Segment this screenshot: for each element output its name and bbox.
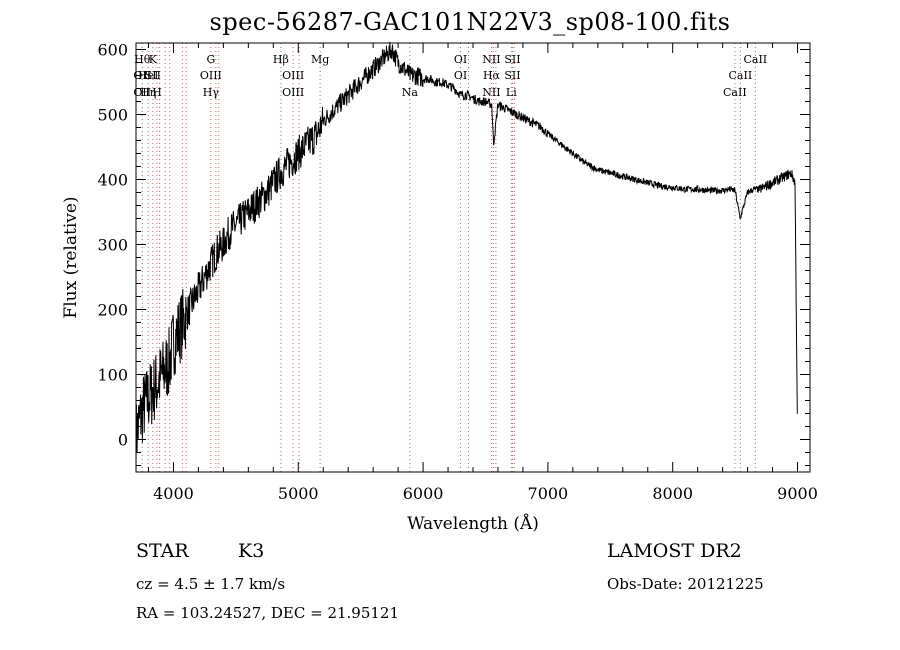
y-tick-label: 200 <box>97 301 128 320</box>
spectral-line-label: NII <box>482 86 500 99</box>
spectral-line-label: Na <box>402 86 419 99</box>
coordinates-label: RA = 103.24527, DEC = 21.95121 <box>136 604 400 622</box>
spectral-line-label: NII <box>482 53 500 66</box>
spectral-line-label: OII <box>133 86 151 99</box>
y-tick-label: 100 <box>97 366 128 385</box>
x-axis-label: Wavelength (Å) <box>407 513 539 534</box>
y-tick-label: 400 <box>97 171 128 190</box>
x-tick-label: 9000 <box>777 484 818 503</box>
spectral-line-label: Li <box>506 86 517 99</box>
x-tick-label: 7000 <box>528 484 569 503</box>
x-tick-label: 4000 <box>153 484 194 503</box>
spectral-line-label: Hα <box>483 69 501 82</box>
y-tick-label: 0 <box>118 431 128 450</box>
obs-date-label: Obs-Date: 20121225 <box>607 575 764 593</box>
spectral-line-label: OIII <box>200 69 222 82</box>
spectrum-series-line <box>135 41 798 466</box>
x-axis-ticks: 4000 5000 6000 7000 8000 9000 <box>147 43 818 503</box>
chart-title: spec-56287-GAC101N22V3_sp08-100.fits <box>209 8 731 36</box>
spectral-line-label: SII <box>504 69 520 82</box>
y-tick-label: 500 <box>97 106 128 125</box>
spectral-line-markers <box>141 43 756 472</box>
spectral-line-label: Hγ <box>203 86 220 99</box>
spectral-line-label: OIII <box>282 86 304 99</box>
subclass-label: K3 <box>238 540 265 562</box>
spectral-line-label: OII <box>133 69 151 82</box>
spectral-line-label: Hη <box>140 86 156 99</box>
spectral-line-label: K <box>149 53 158 66</box>
spectral-line-label: CaII <box>723 86 747 99</box>
survey-label: LAMOST DR2 <box>607 540 742 562</box>
spectral-line-label: SII <box>145 69 161 82</box>
spectral-line-label: CaII <box>729 69 753 82</box>
spectral-line-label: G <box>206 53 215 66</box>
spectral-line-label: OI <box>454 53 467 66</box>
spectral-line-label: OIII <box>282 69 304 82</box>
y-axis-ticks: 0 100 200 300 400 500 600 <box>97 41 810 466</box>
spectral-line-label: OI <box>454 69 467 82</box>
y-tick-label: 600 <box>97 41 128 60</box>
y-tick-label: 300 <box>97 236 128 255</box>
spectral-line-label: Mg <box>311 53 329 66</box>
x-tick-label: 6000 <box>403 484 444 503</box>
class-label: STAR <box>136 540 189 562</box>
spectral-line-label: Hβ <box>273 53 289 66</box>
spectral-line-label: SII <box>504 53 520 66</box>
y-axis-label: Flux (relative) <box>61 196 81 318</box>
spectral-line-label: H <box>152 86 162 99</box>
redshift-label: cz = 4.5 ± 1.7 km/s <box>136 575 286 593</box>
x-tick-label: 8000 <box>652 484 693 503</box>
spectral-line-label: HeI <box>138 69 158 82</box>
plot-frame <box>135 42 811 473</box>
spectral-line-label: CaII <box>743 53 767 66</box>
x-tick-label: 5000 <box>278 484 319 503</box>
spectral-line-labels: HθOIIOIIHeIHηKSIIHGOIIIHγHβOIIIOIIIMgNaO… <box>133 53 767 99</box>
